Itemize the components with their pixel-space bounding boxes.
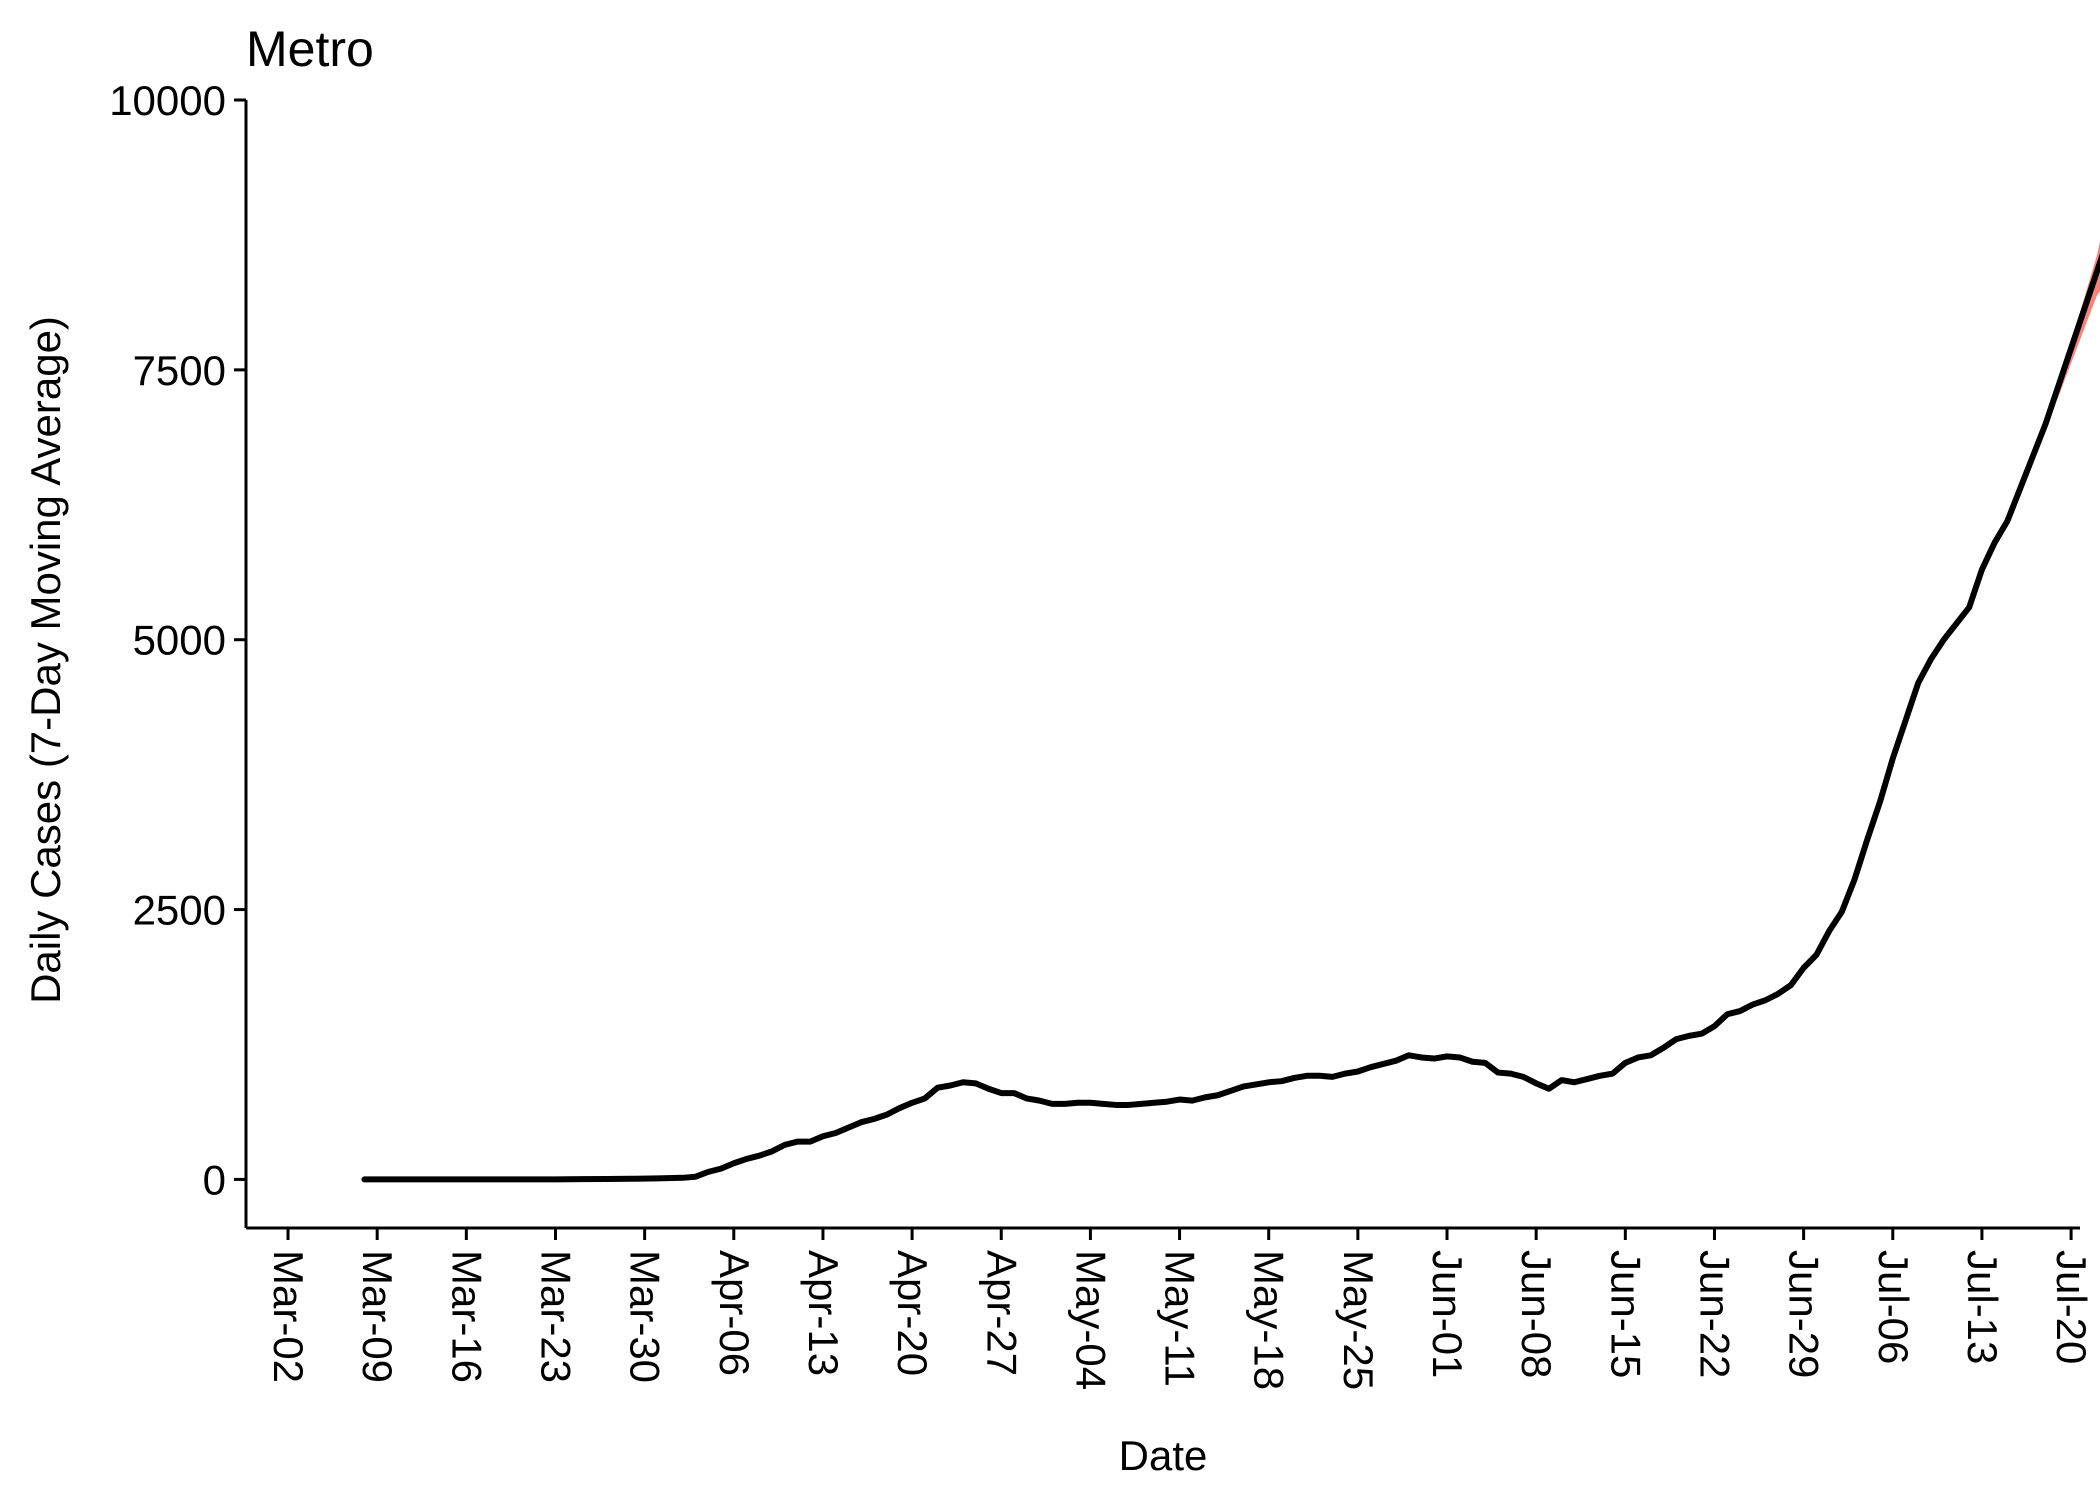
x-tick-label: Mar-23 xyxy=(532,1250,579,1383)
y-tick-label: 5000 xyxy=(133,617,226,664)
x-tick-label: May-04 xyxy=(1067,1250,1114,1390)
axes: 0 2500 5000 7500 10000 Mar-02 Mar-09 Mar-16 Mar-… xyxy=(109,77,2095,1390)
y-tick-label: 0 xyxy=(203,1156,226,1203)
series-line-layer xyxy=(361,253,2100,1183)
x-tick-label: Jun-01 xyxy=(1424,1250,1471,1378)
x-tick-label: Apr-27 xyxy=(978,1250,1025,1376)
y-tick-label: 2500 xyxy=(133,887,226,934)
y-axis-label: Daily Cases (7-Day Moving Average) xyxy=(22,316,69,1004)
series-line xyxy=(361,253,2100,1183)
x-tick-label: Mar-16 xyxy=(443,1250,490,1383)
x-tick-label: Mar-30 xyxy=(622,1250,669,1383)
y-tick-label: 10000 xyxy=(109,77,226,124)
x-tick-label: Jul-06 xyxy=(1870,1250,1917,1364)
y-tick-label: 7500 xyxy=(133,347,226,394)
x-tick-label: Jun-08 xyxy=(1513,1250,1560,1378)
x-tick-label: May-11 xyxy=(1157,1250,1204,1387)
x-tick-label: Apr-20 xyxy=(889,1250,936,1376)
x-axis-label: Date xyxy=(1119,1432,1208,1479)
x-tick-label: May-25 xyxy=(1335,1250,1382,1390)
x-tick-label: Jul-20 xyxy=(2048,1250,2095,1364)
x-tick-label: Apr-06 xyxy=(711,1250,758,1376)
x-tick-label: Apr-13 xyxy=(800,1250,847,1376)
x-tick-label: Jul-13 xyxy=(1959,1250,2006,1364)
x-tick-label: Mar-02 xyxy=(265,1250,312,1383)
x-tick-label: Mar-09 xyxy=(354,1250,401,1383)
x-tick-label: May-18 xyxy=(1246,1250,1293,1390)
x-tick-label: Jun-29 xyxy=(1781,1250,1828,1378)
chart-title: Metro xyxy=(246,21,374,77)
x-tick-label: Jun-15 xyxy=(1602,1250,1649,1378)
x-tick-label: Jun-22 xyxy=(1691,1250,1738,1378)
